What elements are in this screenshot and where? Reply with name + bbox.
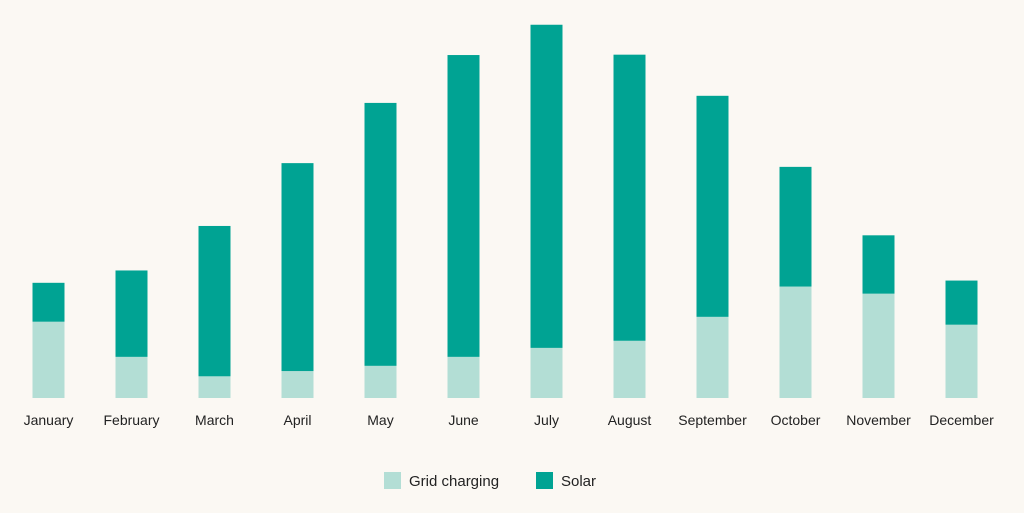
bar-grid-charging-june [447, 356, 480, 398]
bar-grid-charging-november [862, 293, 895, 398]
bar-grid-charging-march [198, 376, 231, 398]
x-tick-label-november: November [846, 412, 911, 428]
bar-grid-charging-july [530, 347, 563, 398]
bar-solar-september [696, 95, 729, 317]
bars-layer [32, 24, 978, 398]
bar-solar-november [862, 235, 895, 294]
bar-solar-may [364, 102, 397, 366]
x-tick-label-february: February [103, 412, 159, 428]
bar-grid-charging-december [945, 324, 978, 398]
x-tick-label-may: May [367, 412, 393, 428]
bar-solar-february [115, 270, 148, 357]
x-tick-label-april: April [283, 412, 311, 428]
bar-solar-july [530, 24, 563, 348]
bar-solar-march [198, 225, 231, 377]
legend-label-grid-charging: Grid charging [409, 473, 499, 490]
x-tick-label-june: June [448, 412, 479, 428]
x-tick-label-august: August [608, 412, 652, 428]
bar-grid-charging-september [696, 316, 729, 398]
x-tick-label-september: September [678, 412, 747, 428]
bar-solar-january [32, 282, 65, 322]
bar-grid-charging-april [281, 371, 314, 398]
bar-grid-charging-january [32, 321, 65, 398]
legend-label-solar: Solar [561, 473, 596, 490]
x-tick-label-july: July [534, 412, 559, 428]
bar-grid-charging-february [115, 356, 148, 398]
bar-grid-charging-may [364, 365, 397, 398]
legend-swatch-grid-charging [384, 472, 401, 489]
legend: Grid charging Solar [384, 472, 596, 490]
bar-solar-june [447, 55, 480, 357]
bar-grid-charging-october [779, 286, 812, 398]
bar-solar-april [281, 163, 314, 372]
x-tick-label-december: December [929, 412, 994, 428]
x-tick-label-march: March [195, 412, 234, 428]
bar-solar-october [779, 166, 812, 287]
bar-solar-august [613, 54, 646, 341]
legend-swatch-solar [536, 472, 553, 489]
x-tick-label-october: October [771, 412, 821, 428]
x-tick-labels: January February March April May June July Augu… [24, 412, 995, 428]
bar-grid-charging-august [613, 340, 646, 398]
x-tick-label-january: January [24, 412, 74, 428]
bar-solar-december [945, 280, 978, 325]
